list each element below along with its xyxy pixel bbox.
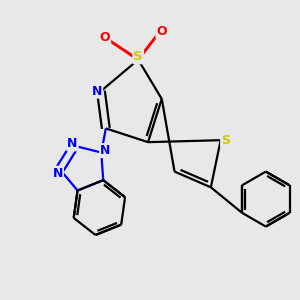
Text: O: O [100,31,110,44]
Text: S: S [221,134,230,147]
Text: N: N [52,167,63,180]
Text: N: N [100,144,110,157]
Text: N: N [67,137,78,150]
Text: N: N [92,85,102,98]
Text: O: O [157,25,167,38]
Text: S: S [134,50,143,63]
